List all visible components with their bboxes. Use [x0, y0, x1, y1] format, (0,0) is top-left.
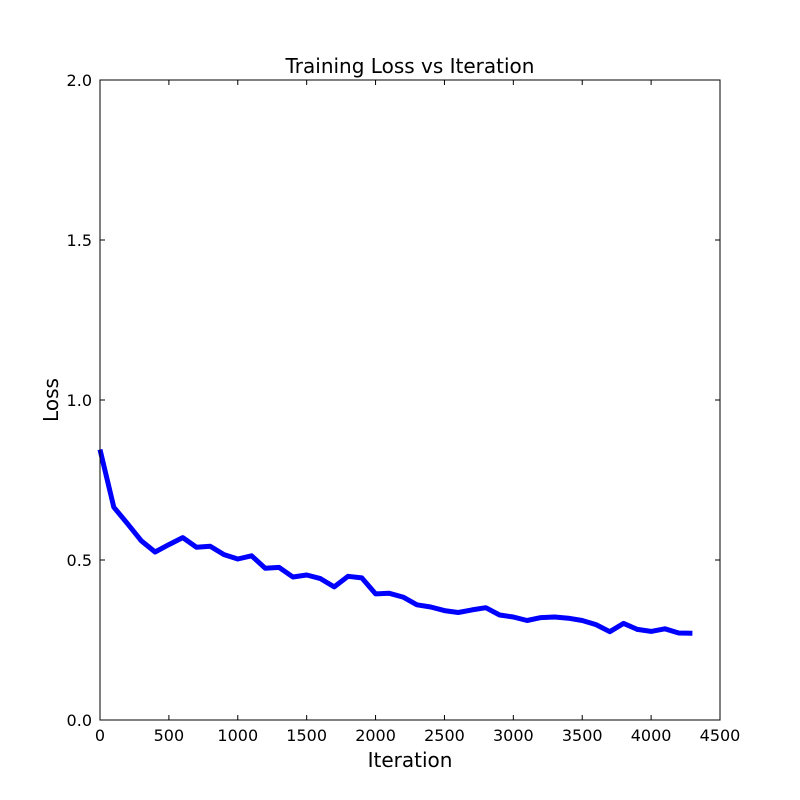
- y-axis-label: Loss: [39, 378, 63, 422]
- y-tick-label: 1.0: [67, 391, 92, 410]
- x-tick-label: 0: [95, 726, 105, 745]
- y-tick-label: 1.5: [67, 231, 92, 250]
- x-tick-label: 3500: [562, 726, 603, 745]
- chart-title: Training Loss vs Iteration: [285, 54, 535, 78]
- x-tick-label: 4000: [631, 726, 672, 745]
- y-tick-label: 0.0: [67, 711, 92, 730]
- x-tick-label: 500: [154, 726, 185, 745]
- loss-line: [97, 449, 693, 636]
- x-tick-label: 4500: [700, 726, 741, 745]
- plot-frame: [99, 79, 721, 721]
- y-tick-label: 0.5: [67, 551, 92, 570]
- x-tick-label: 2000: [355, 726, 396, 745]
- axis-ticks: 0 500 1000 1500 2000 2500 3000 3500 4000 4500 0.0 0…: [67, 71, 741, 745]
- series-layer: [97, 449, 693, 636]
- x-tick-label: 2500: [424, 726, 465, 745]
- x-axis-label: Iteration: [368, 748, 453, 772]
- x-tick-label: 1000: [217, 726, 258, 745]
- y-tick-label: 2.0: [67, 71, 92, 90]
- x-tick-label: 3000: [493, 726, 534, 745]
- x-tick-label: 1500: [286, 726, 327, 745]
